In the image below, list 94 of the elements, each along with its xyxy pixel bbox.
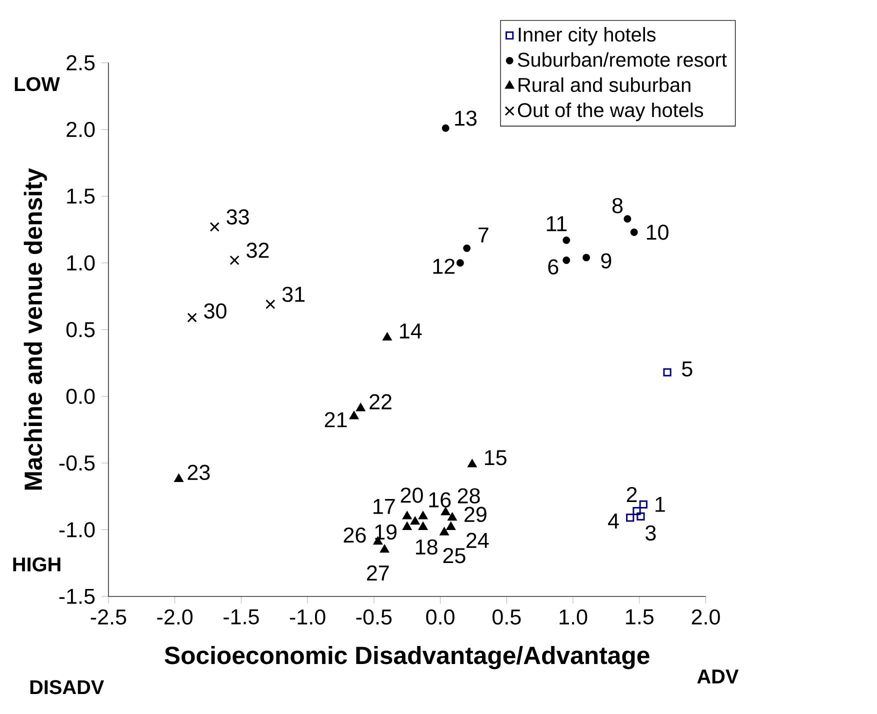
point (440, 527, 449, 536)
point (446, 522, 456, 530)
text: ADV (697, 670, 739, 684)
point (442, 124, 450, 132)
x-tick-label: -1.0 (290, 609, 326, 624)
text: DISADV (30, 680, 104, 694)
annotation: 27 (367, 565, 389, 580)
y-tick-label: -1.0 (59, 522, 95, 538)
annotation: 30 (204, 303, 226, 318)
x-tick-label: 0.0 (426, 609, 454, 624)
annotation: 18 (416, 539, 438, 554)
point (350, 411, 358, 420)
annotation: 6 (548, 259, 558, 274)
point (468, 459, 477, 468)
point (418, 511, 428, 520)
annotation: 29 (464, 506, 486, 522)
annotation: 24 (466, 532, 489, 548)
point (174, 474, 184, 482)
annotation: 17 (374, 498, 395, 514)
x-tick-label: -0.5 (356, 609, 392, 624)
x-tick-label: 0.5 (492, 609, 521, 624)
annotation: 13 (455, 110, 477, 126)
y-tick-label: -0.5 (59, 455, 95, 471)
x-tick-label: -2.0 (157, 609, 193, 624)
point (562, 256, 570, 264)
annotation: 20 (400, 487, 423, 503)
annotation: 28 (458, 488, 480, 504)
point (402, 522, 412, 530)
annotation: 10 (646, 224, 668, 240)
annotation: 16 (429, 492, 451, 508)
annotation: 26 (344, 527, 366, 543)
y-axis-title: Machine and venue density (24, 168, 48, 490)
annotation: 22 (370, 394, 392, 410)
legend-label: Suburban/remote resort (518, 52, 727, 67)
annotation: 3 (646, 525, 656, 540)
y-tick-label: 1.0 (67, 255, 95, 270)
annotation: 4 (608, 513, 619, 528)
annotation: 7 (478, 227, 488, 242)
annotation: 5 (682, 361, 692, 376)
point (410, 516, 420, 524)
annotation: 9 (601, 253, 612, 268)
y-tick-label: 2.5 (66, 54, 95, 70)
point (626, 514, 634, 522)
point (441, 507, 450, 516)
point (418, 522, 428, 530)
x-tick-label: 1.5 (626, 609, 654, 624)
text: LOW (14, 76, 60, 91)
y-tick-label: 0.0 (66, 388, 95, 404)
annotation: 1 (656, 496, 665, 512)
point (456, 259, 464, 266)
annotation: 12 (433, 258, 455, 274)
legend-label: Out of the way hotels (518, 102, 704, 121)
point (562, 236, 570, 244)
x-axis-title: Socioeconomic Disadvantage/Advantage (164, 646, 650, 670)
y-tick-label: 2.0 (66, 122, 95, 137)
annotation: 11 (546, 216, 567, 231)
point (624, 214, 632, 222)
point (632, 506, 641, 515)
annotation: 33 (226, 209, 249, 224)
point (187, 312, 197, 322)
annotation: 8 (612, 198, 623, 214)
point (380, 544, 390, 552)
y-tick-label: 0.5 (66, 322, 95, 338)
point (210, 222, 220, 232)
annotation: 23 (188, 464, 210, 480)
y-tick-label: 1.5 (67, 188, 95, 204)
y-tick-label: -1.5 (59, 588, 95, 604)
point (356, 403, 366, 412)
annotation: 21 (324, 412, 347, 428)
text: HIGH (13, 557, 60, 572)
annotation: 32 (246, 242, 269, 258)
x-tick-label: 1.0 (560, 609, 588, 624)
point (463, 244, 471, 252)
point (382, 332, 392, 340)
legend-label: Inner city hotels (518, 26, 656, 46)
x-tick-label: -1.5 (224, 609, 259, 624)
annotation: 15 (485, 450, 506, 466)
x-tick-label: -2.5 (90, 609, 126, 624)
point (448, 512, 457, 520)
point (266, 299, 276, 309)
point (639, 500, 648, 508)
annotation: 25 (443, 548, 466, 564)
annotation: 19 (375, 524, 397, 540)
annotation: 14 (400, 323, 422, 338)
legend-label: Rural and suburban (518, 77, 690, 92)
point (230, 255, 240, 265)
annotation: 2 (626, 486, 637, 502)
x-tick-label: 2.0 (692, 609, 720, 624)
point (663, 368, 672, 376)
annotation: 31 (282, 286, 305, 302)
point (582, 254, 590, 262)
point (630, 228, 638, 236)
point (636, 512, 645, 520)
point (402, 511, 412, 520)
